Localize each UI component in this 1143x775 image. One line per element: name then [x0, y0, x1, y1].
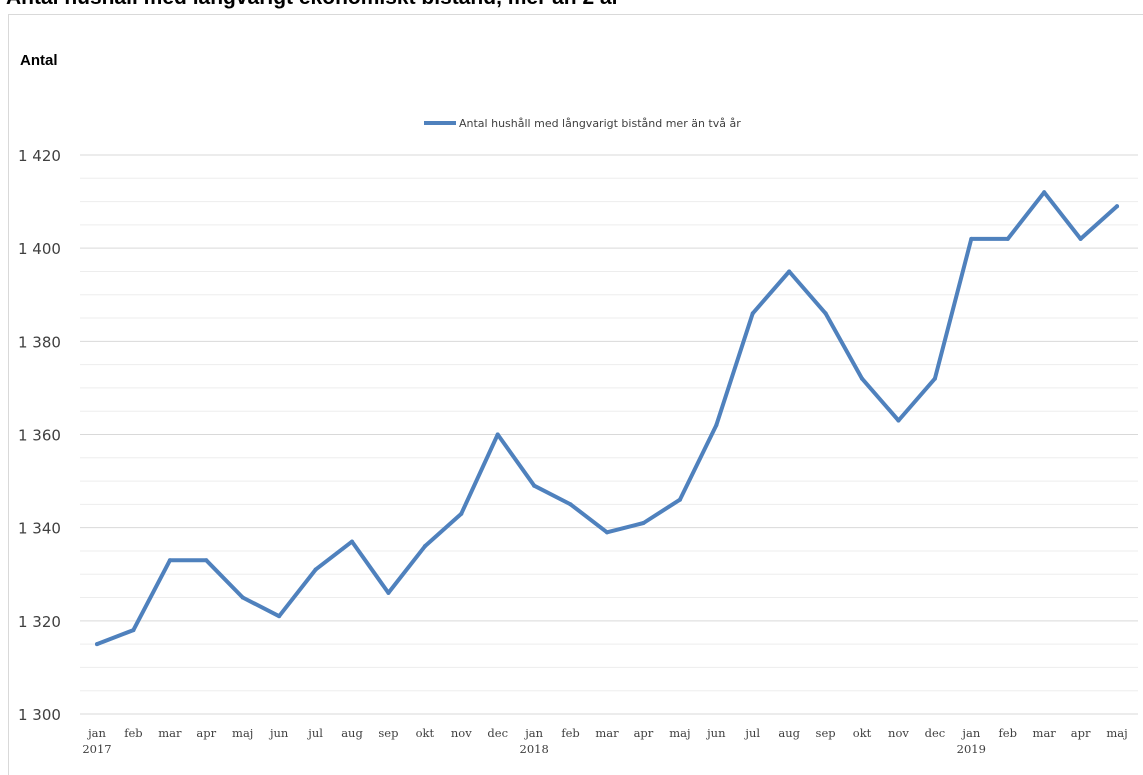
x-tick-label: dec — [925, 726, 946, 740]
data-point — [787, 269, 792, 274]
data-point — [677, 497, 682, 502]
x-tick-label: okt — [853, 726, 872, 740]
legend-label: Antal hushåll med långvarigt bistånd mer… — [459, 117, 741, 130]
y-tick-label: 1 360 — [18, 427, 61, 445]
data-point — [714, 423, 719, 428]
x-tick-label: jun — [705, 726, 726, 740]
x-tick-label: mar — [595, 726, 619, 740]
x-tick-labels: jan feb mar apr maj jun jul aug sep okt nov dec jan f… — [82, 726, 1127, 756]
x-tick-label: maj — [1106, 726, 1127, 740]
data-point — [896, 418, 901, 423]
x-tick-label: apr — [1071, 726, 1091, 740]
x-tick-label: feb — [124, 726, 142, 740]
x-tick-label: maj — [669, 726, 690, 740]
data-point — [750, 311, 755, 316]
y-tick-label: 1 380 — [18, 333, 61, 351]
data-point — [532, 483, 537, 488]
x-year-label: 2018 — [520, 742, 549, 756]
x-tick-label: jan — [523, 726, 543, 740]
data-point — [1115, 204, 1120, 209]
data-point — [495, 432, 500, 437]
line-chart: 1 300 1 320 1 340 1 360 1 380 1 400 1 420 jan f… — [18, 117, 1138, 756]
x-tick-label: nov — [888, 726, 909, 740]
series-lines — [95, 190, 1120, 647]
x-tick-label: sep — [378, 726, 398, 740]
x-tick-label: jul — [743, 726, 760, 740]
data-point — [1078, 236, 1083, 241]
x-tick-label: apr — [634, 726, 654, 740]
data-point — [969, 236, 974, 241]
x-tick-label: apr — [196, 726, 216, 740]
y-tick-label: 1 340 — [18, 520, 61, 538]
y-tick-label: 1 320 — [18, 613, 61, 631]
x-tick-label: jul — [306, 726, 323, 740]
x-tick-label: feb — [561, 726, 579, 740]
data-point — [860, 376, 865, 381]
data-point — [568, 502, 573, 507]
data-point — [313, 567, 318, 572]
data-point — [1042, 190, 1047, 195]
data-point — [422, 544, 427, 549]
chart-title: Antal hushåll med långvarigt ekonomiskt … — [6, 0, 620, 10]
y-axis-label: Antal — [20, 52, 58, 69]
data-point — [350, 539, 355, 544]
x-tick-label: dec — [487, 726, 508, 740]
grid-lines — [80, 154, 1138, 715]
data-point — [95, 642, 99, 647]
data-point — [240, 595, 245, 600]
x-tick-label: feb — [999, 726, 1017, 740]
legend: Antal hushåll med långvarigt bistånd mer… — [424, 117, 741, 130]
y-tick-label: 1 300 — [18, 706, 61, 724]
x-tick-label: aug — [341, 726, 363, 740]
data-point — [605, 530, 610, 535]
x-tick-label: jun — [268, 726, 289, 740]
y-tick-label: 1 420 — [18, 147, 61, 165]
x-tick-label: aug — [778, 726, 800, 740]
x-tick-label: mar — [158, 726, 182, 740]
x-tick-label: maj — [232, 726, 253, 740]
series-line — [95, 190, 1119, 647]
x-tick-label: okt — [416, 726, 435, 740]
y-tick-label: 1 400 — [18, 240, 61, 258]
data-point — [641, 521, 646, 526]
x-tick-label: nov — [451, 726, 472, 740]
x-tick-label: jan — [86, 726, 106, 740]
data-point — [131, 628, 136, 633]
data-point — [386, 590, 391, 595]
chart-frame — [8, 14, 1143, 775]
data-point — [277, 614, 282, 619]
x-tick-label: mar — [1033, 726, 1057, 740]
x-year-label: 2017 — [82, 742, 111, 756]
data-point — [459, 511, 464, 516]
y-tick-labels: 1 300 1 320 1 340 1 360 1 380 1 400 1 420 — [18, 147, 61, 724]
data-point — [823, 311, 828, 316]
data-point — [167, 558, 172, 563]
x-year-label: 2019 — [957, 742, 986, 756]
x-tick-label: jan — [960, 726, 980, 740]
data-point — [1005, 236, 1010, 241]
x-tick-label: sep — [816, 726, 836, 740]
data-point — [204, 558, 209, 563]
data-point — [932, 376, 937, 381]
